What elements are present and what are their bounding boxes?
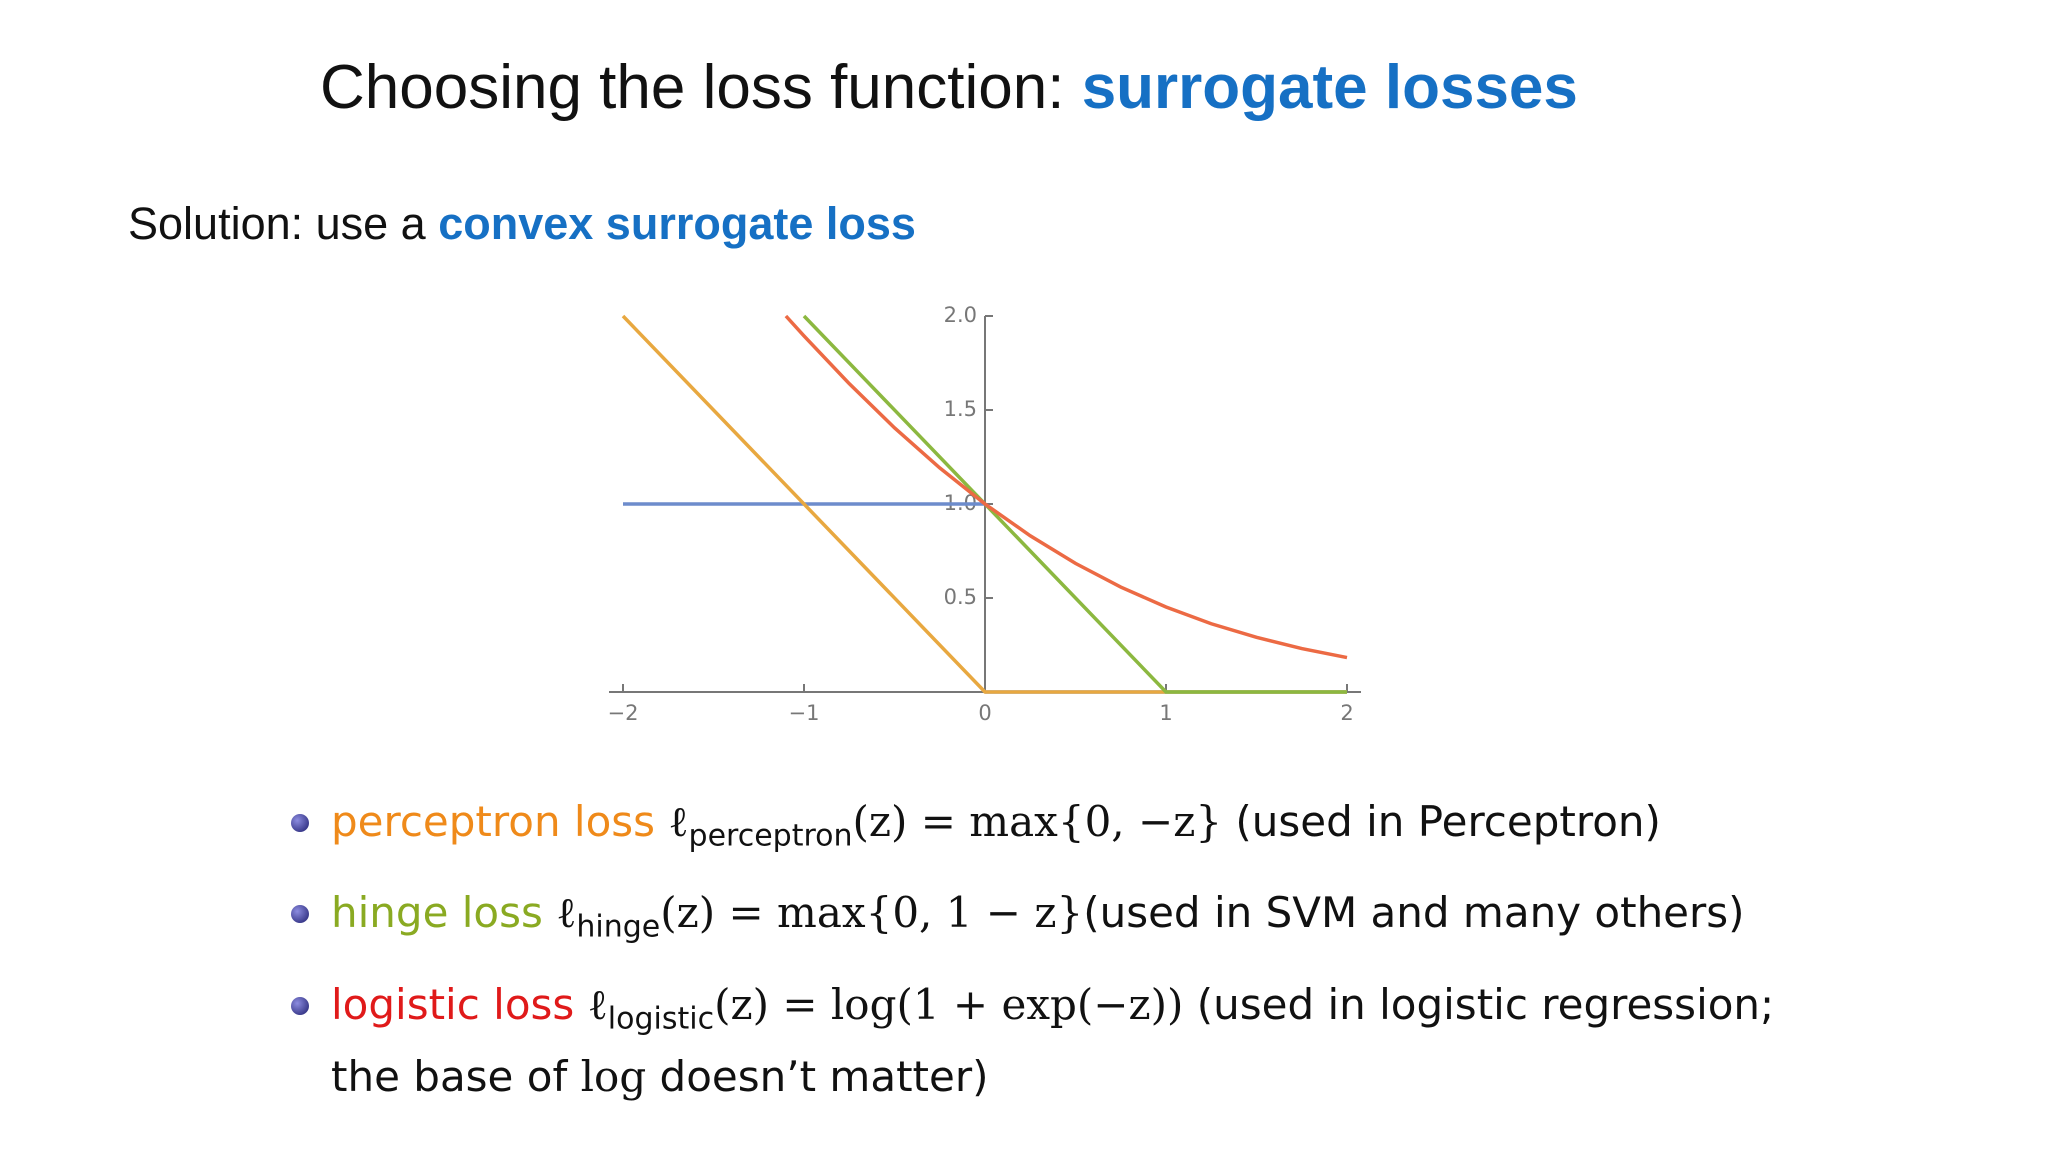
x-tick-label: 0 (978, 701, 991, 725)
x-tick-label: 2 (1340, 701, 1353, 725)
note-line2: doesn’t matter) (646, 1052, 989, 1102)
bullet-dot (291, 814, 309, 832)
bullet-dot (291, 997, 309, 1015)
ell: ℓ (587, 980, 608, 1029)
subscript: hinge (576, 909, 661, 945)
space (574, 980, 587, 1029)
subtitle-text: Solution: use a (128, 198, 439, 249)
bullet: logistic loss ℓlogistic(z) = log(1 + exp… (291, 976, 1775, 1106)
y-tick-label: 0.5 (944, 585, 977, 609)
x-tick-label: 1 (1159, 701, 1172, 725)
formula: ℓhinge(z) = max{0, 1 − z} (556, 888, 1084, 944)
slide-title: Choosing the loss function: surrogate lo… (320, 52, 1578, 123)
space (543, 888, 556, 937)
note: (used in SVM and many others) (1083, 888, 1745, 937)
loss-name: hinge loss (331, 888, 543, 937)
space (655, 797, 668, 846)
subscript: perceptron (688, 818, 853, 854)
log: log (580, 1052, 647, 1102)
loss-name: logistic loss (331, 980, 575, 1029)
title-highlight: surrogate losses (1081, 53, 1578, 122)
subtitle-highlight: convex surrogate loss (438, 198, 916, 249)
formula-body: (z) = max{0, 1 − z} (660, 888, 1084, 937)
subscript: logistic (607, 1001, 715, 1037)
loss-name: perceptron loss (331, 797, 656, 846)
formula-body: (z) = max{0, −z} (852, 797, 1223, 846)
formula: ℓlogistic(z) = log(1 + exp(−z)) (587, 980, 1184, 1036)
x-tick-label: −2 (608, 701, 639, 725)
note-line2: the base of (331, 1052, 581, 1102)
ell: ℓ (668, 797, 689, 846)
bullet: hinge loss ℓhinge(z) = max{0, 1 − z}(use… (291, 884, 1745, 956)
formula-body: (z) = log(1 + exp(−z)) (714, 980, 1184, 1029)
loss-curve (784, 314, 1348, 660)
chart: −2 −1 0 1 20.51.01.52.0 (608, 303, 1361, 725)
y-tick-label: 2.0 (944, 303, 977, 327)
x-tick-label: −1 (789, 701, 820, 725)
ell: ℓ (556, 888, 577, 937)
note: (used in logistic regression; (1183, 980, 1775, 1029)
y-tick-label: 1.5 (944, 397, 977, 421)
loss-curve (802, 314, 1347, 694)
formula: ℓperceptron(z) = max{0, −z} (668, 797, 1223, 853)
subtitle: Solution: use a convex surrogate loss (128, 198, 916, 250)
bullet: perceptron loss ℓperceptron(z) = max{0, … (291, 793, 1661, 865)
title-text: Choosing the loss function: (320, 53, 1082, 122)
bullet-dot (291, 905, 309, 923)
note: (used in Perceptron) (1222, 797, 1661, 846)
